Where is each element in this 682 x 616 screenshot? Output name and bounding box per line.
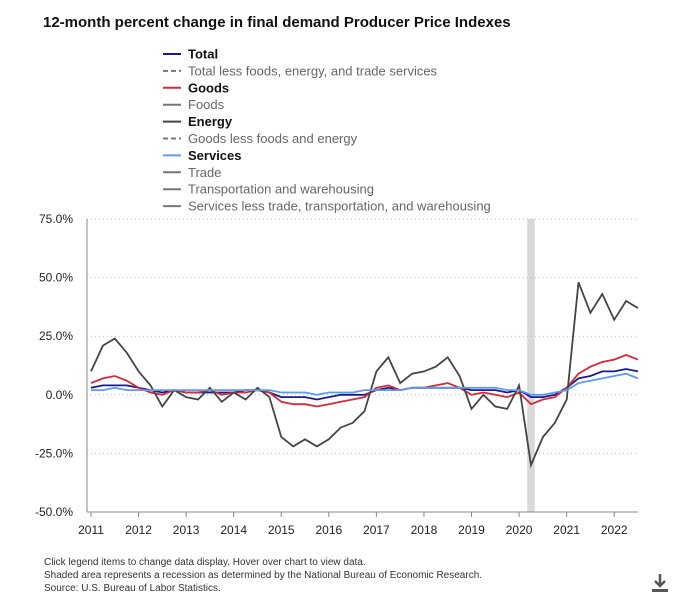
download-base	[652, 589, 668, 592]
legend-label: Transportation and warehousing	[188, 182, 374, 197]
x-tick-label: 2022	[601, 523, 628, 537]
legend-item[interactable]: Services less trade, transportation, and…	[163, 199, 491, 214]
legend-label: Trade	[188, 165, 221, 180]
y-tick-label: 50.0%	[39, 271, 73, 285]
legend-item[interactable]: Goods	[163, 80, 229, 95]
x-tick-label: 2013	[173, 523, 200, 537]
series-line	[90, 281, 639, 469]
series-line	[91, 372, 639, 396]
series-line	[90, 368, 639, 401]
x-tick-label: 2012	[125, 523, 152, 537]
series-line	[90, 354, 639, 408]
x-tick-label: 2018	[411, 523, 438, 537]
legend-label: Services	[188, 148, 242, 163]
y-tick-label: -50.0%	[35, 505, 73, 519]
legend-item[interactable]: Foods	[163, 97, 225, 112]
x-tick-label: 2014	[220, 523, 247, 537]
legend-item[interactable]: Total less foods, energy, and trade serv…	[163, 63, 438, 78]
x-tick-label: 2016	[315, 523, 342, 537]
y-tick-label: -25.0%	[35, 446, 73, 460]
legend-label: Services less trade, transportation, and…	[188, 199, 491, 214]
legend-label: Total less foods, energy, and trade serv…	[188, 63, 438, 78]
legend-label: Energy	[188, 114, 233, 129]
y-tick-label: 0.0%	[46, 388, 74, 402]
x-tick-label: 2020	[506, 523, 533, 537]
legend-label: Goods less foods and energy	[188, 131, 358, 146]
recession-band	[527, 219, 535, 512]
legend-item[interactable]: Services	[163, 148, 242, 163]
x-tick-label: 2015	[268, 523, 295, 537]
chart-title: 12-month percent change in final demand …	[43, 14, 511, 31]
legend-item[interactable]: Trade	[163, 165, 221, 180]
footnote: Click legend items to change data displa…	[44, 557, 366, 568]
y-tick-label: 25.0%	[39, 329, 73, 343]
x-tick-label: 2019	[458, 523, 485, 537]
footnote: Source: U.S. Bureau of Labor Statistics.	[44, 583, 221, 594]
download-arrow	[654, 574, 666, 588]
download-icon[interactable]	[652, 574, 668, 592]
x-tick-label: 2021	[553, 523, 580, 537]
legend-label: Foods	[188, 97, 225, 112]
legend-label: Total	[188, 47, 218, 62]
y-tick-label: 75.0%	[39, 212, 73, 226]
x-tick-label: 2017	[363, 523, 390, 537]
legend-item[interactable]: Transportation and warehousing	[163, 182, 374, 197]
legend-item[interactable]: Total	[163, 47, 218, 62]
legend-item[interactable]: Goods less foods and energy	[163, 131, 358, 146]
legend-item[interactable]: Energy	[163, 114, 233, 129]
legend-label: Goods	[188, 80, 229, 95]
footnote: Shaded area represents a recession as de…	[44, 570, 482, 581]
x-tick-label: 2011	[78, 523, 104, 537]
